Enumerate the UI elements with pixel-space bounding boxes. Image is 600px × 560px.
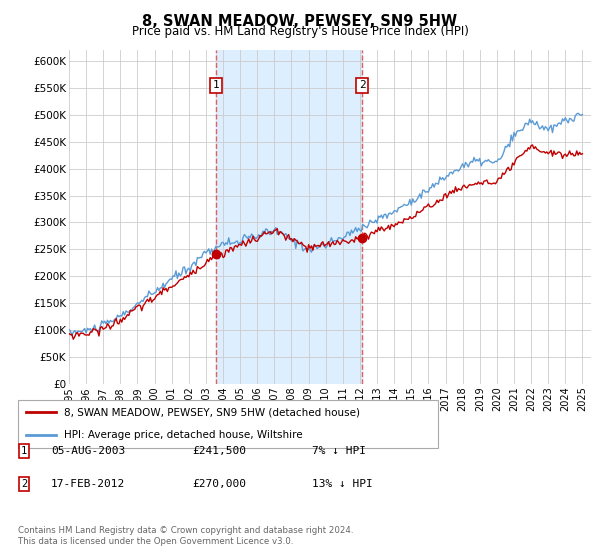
Text: £241,500: £241,500	[192, 446, 246, 456]
Text: 05-AUG-2003: 05-AUG-2003	[51, 446, 125, 456]
Text: 8, SWAN MEADOW, PEWSEY, SN9 5HW: 8, SWAN MEADOW, PEWSEY, SN9 5HW	[142, 14, 458, 29]
Text: 1: 1	[212, 80, 219, 90]
Text: £270,000: £270,000	[192, 479, 246, 489]
Text: 8, SWAN MEADOW, PEWSEY, SN9 5HW (detached house): 8, SWAN MEADOW, PEWSEY, SN9 5HW (detache…	[64, 407, 360, 417]
Text: HPI: Average price, detached house, Wiltshire: HPI: Average price, detached house, Wilt…	[64, 430, 303, 440]
Bar	[216, 50, 362, 384]
Text: 2: 2	[21, 479, 27, 489]
Text: 2: 2	[359, 80, 365, 90]
Text: 13% ↓ HPI: 13% ↓ HPI	[312, 479, 373, 489]
Text: 7% ↓ HPI: 7% ↓ HPI	[312, 446, 366, 456]
Text: Price paid vs. HM Land Registry's House Price Index (HPI): Price paid vs. HM Land Registry's House …	[131, 25, 469, 38]
Text: 17-FEB-2012: 17-FEB-2012	[51, 479, 125, 489]
Text: 1: 1	[21, 446, 27, 456]
Text: Contains HM Land Registry data © Crown copyright and database right 2024.
This d: Contains HM Land Registry data © Crown c…	[18, 526, 353, 546]
